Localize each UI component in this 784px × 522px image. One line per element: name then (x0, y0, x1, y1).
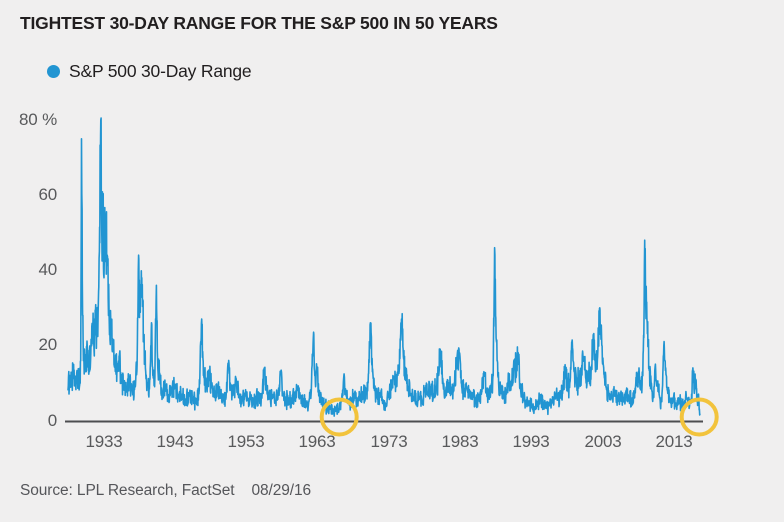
page-title: TIGHTEST 30-DAY RANGE FOR THE S&P 500 IN… (20, 13, 498, 33)
series-line (67, 117, 701, 417)
highlight-circle-2016 (679, 397, 719, 437)
legend-label: S&P 500 30-Day Range (69, 60, 252, 81)
x-tick-label: 1963 (298, 432, 336, 451)
x-tick-label: 1983 (441, 432, 479, 451)
x-tick-label: 2003 (584, 432, 622, 451)
y-tick-label: 60 (38, 185, 57, 204)
source-date: 08/29/16 (251, 482, 312, 499)
source-note: Source: LPL Research, FactSet 08/29/16 (20, 482, 311, 500)
x-tick-label: 2013 (655, 432, 693, 451)
y-tick-label: 40 (38, 260, 57, 279)
x-tick-label: 1993 (512, 432, 550, 451)
x-tick-label: 1953 (227, 432, 265, 451)
source-label: Source: LPL Research, FactSet (20, 482, 235, 499)
legend-marker-icon (47, 64, 60, 78)
x-tick-label: 1943 (156, 432, 194, 451)
y-tick-label: 80 % (19, 110, 57, 129)
x-tick-label: 1933 (85, 432, 123, 451)
x-tick-label: 1973 (370, 432, 408, 451)
y-tick-label: 0 (47, 411, 57, 430)
y-tick-label: 20 (38, 335, 57, 354)
highlight-circle-1966 (319, 397, 359, 437)
legend: S&P 500 30-Day Range (47, 60, 252, 82)
